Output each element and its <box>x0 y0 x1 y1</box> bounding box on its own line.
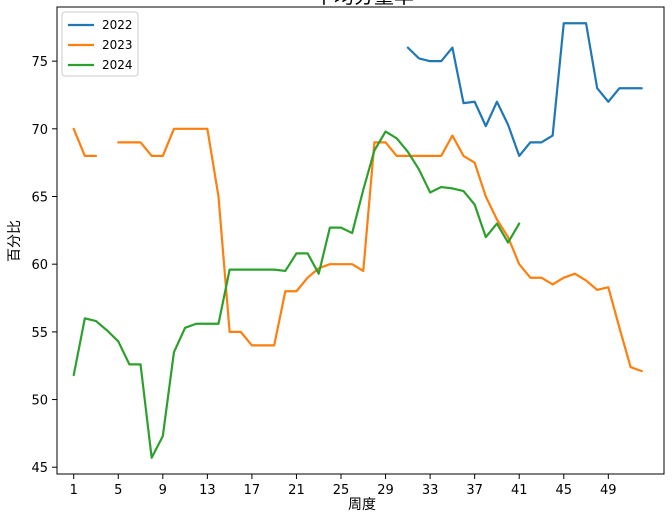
x-axis: 1 5 9 13 17 21 25 29 33 37 41 45 49 <box>70 474 617 498</box>
legend: 2022 2023 2024 <box>61 11 139 77</box>
series-line-2023 <box>72 127 643 373</box>
x-tick-label: 5 <box>114 483 122 498</box>
y-tick-label: 45 <box>31 461 48 476</box>
chart-title: 平均分量率 <box>314 0 414 8</box>
y-tick-label: 70 <box>31 123 48 138</box>
series-layer <box>72 22 643 459</box>
x-tick-label: 29 <box>377 483 394 498</box>
y-tick-label: 55 <box>31 326 48 341</box>
series-line-2022 <box>406 22 643 157</box>
x-tick-label: 13 <box>199 483 216 498</box>
x-tick-label: 9 <box>159 483 167 498</box>
x-axis-label: 周度 <box>348 497 376 513</box>
x-tick-label: 45 <box>555 483 572 498</box>
series-line-2024 <box>72 130 521 459</box>
y-axis-label: 百分比 <box>7 220 23 262</box>
y-tick-label: 65 <box>31 191 48 206</box>
x-tick-label: 49 <box>600 483 617 498</box>
x-tick-label: 17 <box>244 483 261 498</box>
legend-label: 2024 <box>102 58 133 72</box>
y-tick-label: 50 <box>31 394 48 409</box>
x-tick-label: 37 <box>466 483 483 498</box>
x-tick-label: 21 <box>288 483 305 498</box>
plot-frame <box>56 6 665 475</box>
y-axis: 45 50 55 60 65 70 75 <box>31 55 57 476</box>
y-tick-label: 75 <box>31 55 48 70</box>
x-tick-label: 25 <box>333 483 350 498</box>
x-tick-label: 1 <box>70 483 78 498</box>
x-tick-label: 33 <box>422 483 439 498</box>
legend-label: 2023 <box>102 38 133 52</box>
y-tick-label: 60 <box>31 258 48 273</box>
legend-box <box>61 11 139 77</box>
legend-label: 2022 <box>102 18 133 32</box>
x-tick-label: 41 <box>511 483 528 498</box>
